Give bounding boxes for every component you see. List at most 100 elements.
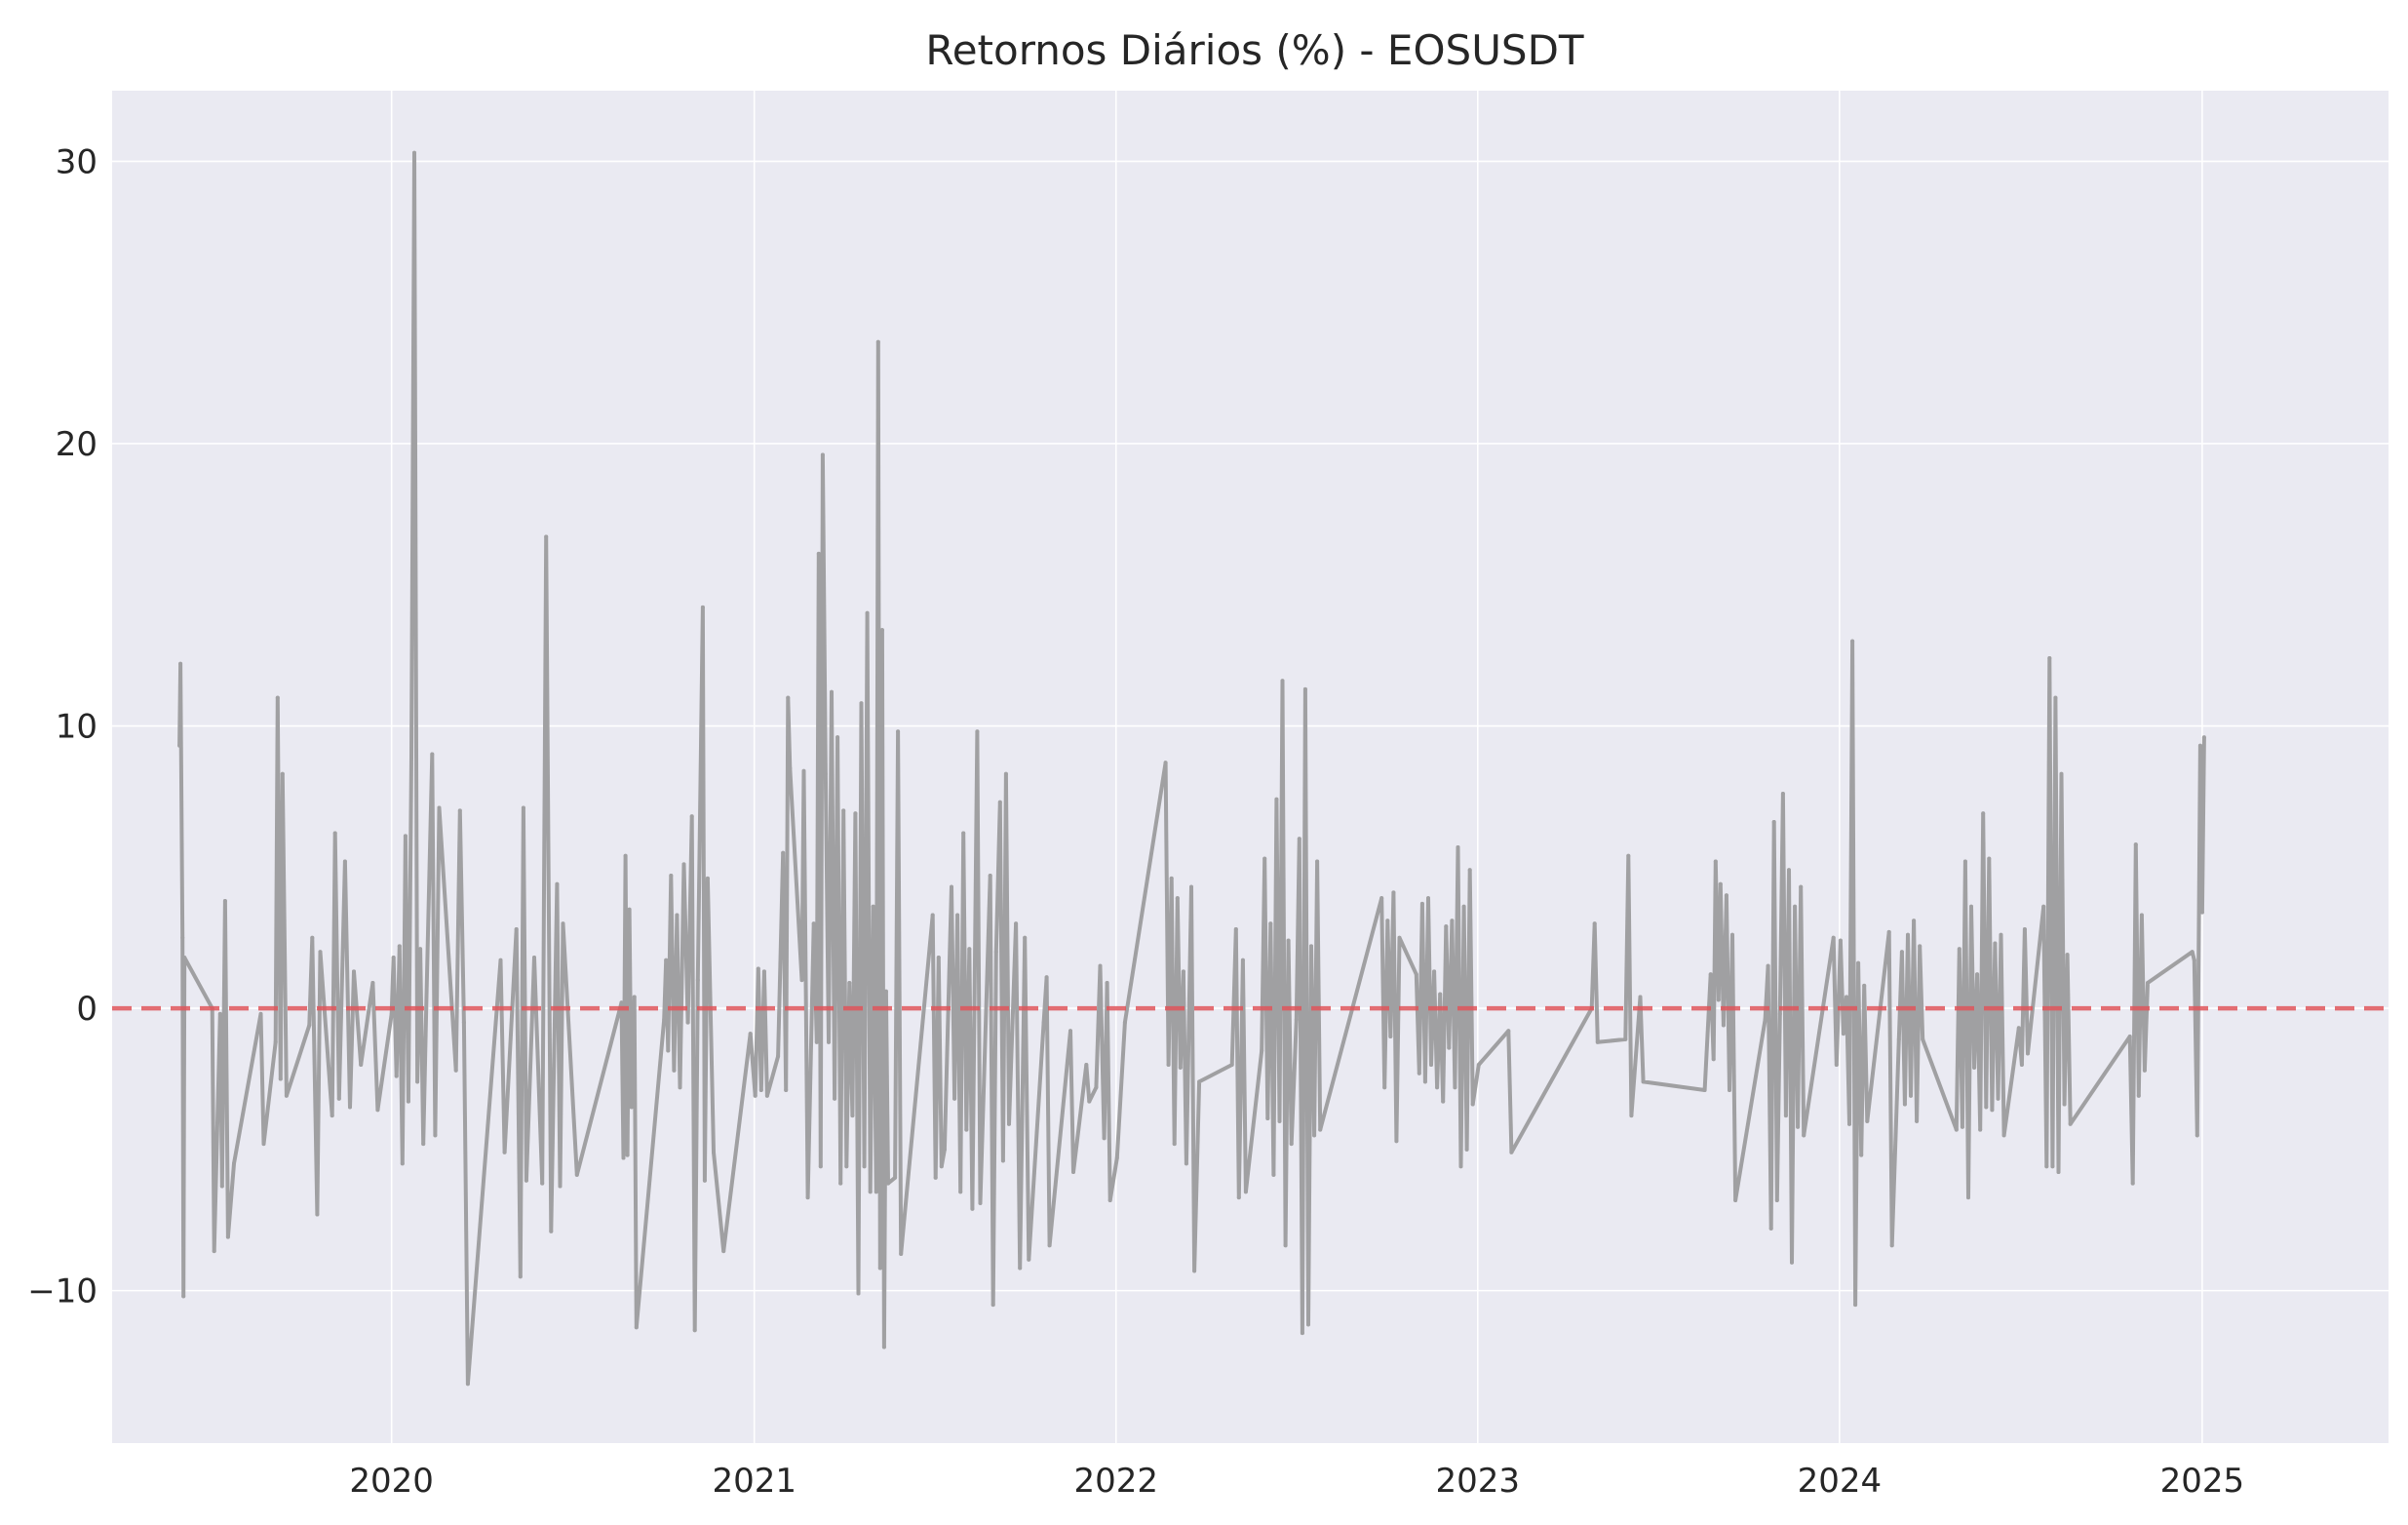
data-point xyxy=(629,1105,634,1110)
data-point xyxy=(1845,995,1848,999)
data-point xyxy=(1831,935,1836,940)
data-point xyxy=(1385,919,1390,923)
data-point xyxy=(521,805,525,810)
data-point xyxy=(1277,1118,1282,1123)
data-point xyxy=(1417,1071,1421,1075)
data-point xyxy=(219,1184,224,1189)
data-point xyxy=(212,1249,216,1254)
data-point xyxy=(1774,1198,1779,1202)
data-point xyxy=(2050,1164,2055,1169)
data-point xyxy=(1189,884,1193,889)
data-point xyxy=(457,808,462,813)
data-point xyxy=(2133,842,2138,847)
data-point xyxy=(801,768,806,773)
data-point xyxy=(1787,868,1791,873)
data-point xyxy=(1397,935,1402,940)
data-point xyxy=(776,1054,781,1059)
data-point xyxy=(1105,981,1109,985)
data-point xyxy=(1289,1142,1294,1147)
data-point xyxy=(625,1153,630,1157)
data-point xyxy=(1862,983,1867,988)
data-point xyxy=(1286,938,1291,943)
data-point xyxy=(799,978,804,983)
data-point xyxy=(1802,1133,1806,1138)
data-point xyxy=(394,1074,399,1078)
x-tick-label: 2024 xyxy=(1798,1462,1883,1501)
data-point xyxy=(1265,1116,1270,1120)
data-point xyxy=(180,935,185,940)
data-point xyxy=(853,811,858,816)
data-point xyxy=(1014,921,1019,926)
data-point xyxy=(2199,910,2204,915)
data-point xyxy=(1957,947,1961,952)
data-point xyxy=(1638,995,1643,999)
data-point xyxy=(1978,1127,1983,1132)
data-point xyxy=(261,1142,266,1147)
data-point xyxy=(818,1164,823,1169)
data-point xyxy=(1834,1063,1839,1067)
data-point xyxy=(1047,1243,1052,1248)
data-point xyxy=(1456,845,1460,849)
data-point xyxy=(524,1178,528,1183)
data-point xyxy=(400,1161,405,1166)
data-point xyxy=(544,534,549,539)
data-point xyxy=(899,1252,904,1256)
data-point xyxy=(1438,992,1443,997)
data-point xyxy=(1426,896,1430,901)
data-point xyxy=(681,862,686,867)
data-point xyxy=(1641,1079,1646,1084)
data-point xyxy=(1107,1198,1112,1202)
data-point xyxy=(1768,1226,1773,1231)
data-point xyxy=(1280,679,1285,684)
data-point xyxy=(1294,1017,1299,1022)
data-point xyxy=(2019,1063,2024,1067)
data-point xyxy=(1414,972,1418,977)
data-point xyxy=(1981,811,1986,816)
data-point xyxy=(871,904,875,909)
data-point xyxy=(1181,969,1185,974)
y-tick-label: 20 xyxy=(56,425,97,464)
data-point xyxy=(375,1108,380,1113)
data-point xyxy=(217,1011,222,1016)
data-point xyxy=(1470,1102,1475,1107)
data-point xyxy=(1859,1153,1864,1157)
data-point xyxy=(1783,1114,1788,1118)
data-point xyxy=(1889,1243,1894,1248)
data-point xyxy=(1886,929,1891,934)
data-point xyxy=(788,765,793,770)
data-point xyxy=(883,989,888,994)
data-point xyxy=(1921,1036,1925,1041)
y-tick-label: −10 xyxy=(27,1272,97,1311)
data-point xyxy=(558,1184,563,1189)
y-tick-label: 0 xyxy=(76,990,97,1029)
data-point xyxy=(518,1274,523,1279)
data-point xyxy=(1467,868,1472,873)
data-point xyxy=(1447,1045,1452,1050)
x-axis-ticks: 2020 2021 2022 2023 2024 2025 xyxy=(349,1462,2244,1501)
data-point xyxy=(1902,1102,1907,1107)
data-point xyxy=(1000,1158,1005,1163)
data-point xyxy=(1240,958,1245,962)
data-point xyxy=(784,1088,789,1092)
data-point xyxy=(1087,1099,1092,1104)
data-point xyxy=(1450,919,1455,923)
data-point xyxy=(1796,1124,1801,1129)
data-point xyxy=(232,1161,236,1166)
plot-area xyxy=(112,91,2389,1443)
data-point xyxy=(352,969,356,974)
data-point xyxy=(453,1068,458,1073)
data-point xyxy=(2056,1170,2061,1174)
series-layer xyxy=(177,150,2206,1387)
data-point xyxy=(280,771,285,776)
data-point xyxy=(692,1328,697,1333)
data-point xyxy=(461,1020,466,1025)
data-point xyxy=(695,978,700,983)
data-point xyxy=(1960,1124,1964,1129)
data-point xyxy=(634,1325,639,1330)
data-point xyxy=(561,921,565,926)
data-point xyxy=(2190,950,2194,955)
data-point xyxy=(666,1048,671,1053)
data-point xyxy=(1509,1150,1514,1154)
data-point xyxy=(258,1011,263,1016)
data-point xyxy=(1966,1195,1970,1200)
